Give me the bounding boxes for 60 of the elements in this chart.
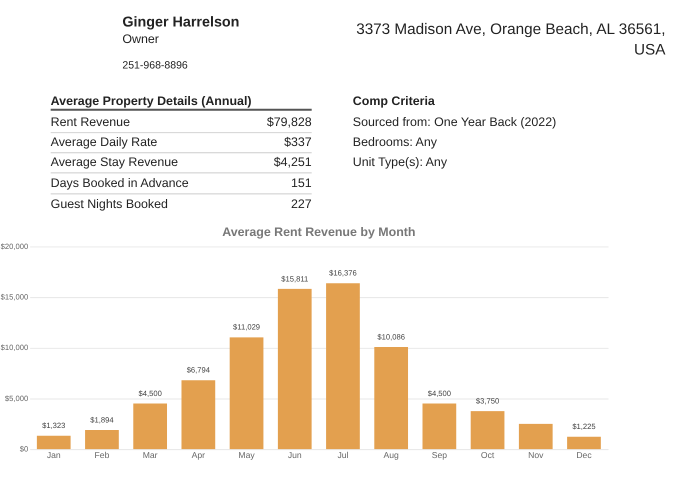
bar (518, 424, 553, 450)
bar (567, 436, 601, 450)
data-label: $15,811 (281, 274, 308, 284)
text: $4,251 (274, 155, 312, 170)
x-tick-label: Jan (46, 450, 61, 460)
y-tick-label: $0 (20, 444, 28, 454)
bar (470, 411, 504, 450)
x-tick-label: Apr (192, 450, 206, 460)
x-tick-label: Feb (94, 450, 110, 460)
data-label: $1,323 (42, 421, 66, 430)
text: $79,828 (266, 115, 312, 130)
bar (374, 346, 408, 450)
bar (181, 380, 216, 450)
text: Owner (122, 32, 159, 46)
text: Guest Nights Booked (50, 197, 168, 212)
chart-title: Average Rent Revenue by Month (222, 224, 416, 239)
text: Comp Criteria (352, 94, 435, 108)
text: $337 (284, 135, 312, 150)
text: 151 (290, 176, 312, 190)
bar (326, 283, 360, 450)
x-tick-label: Jul (337, 450, 349, 460)
x-tick-label: Aug (384, 450, 400, 460)
text: Average Stay Revenue (50, 155, 178, 170)
x-tick-label: Nov (528, 450, 544, 460)
text: 251-968-8896 (122, 60, 188, 72)
text: Bedrooms: Any (352, 135, 438, 150)
text: 3373 Madison Ave, Orange Beach, AL 36561, USA (356, 21, 666, 58)
x-tick-label: May (238, 450, 256, 460)
bar (36, 436, 71, 450)
y-tick-label: $10,000 (0, 343, 28, 352)
bar (230, 337, 264, 450)
data-label: $3,750 (476, 396, 500, 406)
data-label: $11,029 (233, 322, 260, 332)
data-label: $4,500 (428, 388, 452, 398)
text: Sourced from: One Year Back (2022) (352, 115, 556, 130)
data-label: $1,894 (90, 415, 114, 424)
text: Rent Revenue (50, 115, 130, 130)
x-tick-label: Sep (432, 450, 448, 460)
text: Ginger Harrelson (122, 14, 240, 31)
x-tick-label: Jun (288, 450, 302, 460)
text: Average Property Details (Annual) (50, 94, 252, 108)
text: Average Daily Rate (50, 135, 158, 150)
text: Days Booked in Advance (50, 176, 189, 190)
bar (85, 430, 119, 450)
x-tick-label: Mar (142, 450, 158, 460)
y-tick-label: $20,000 (0, 242, 28, 251)
y-tick-label: $15,000 (0, 292, 28, 302)
data-label: $10,086 (377, 332, 405, 342)
data-label: $16,376 (329, 268, 357, 278)
text: 227 (290, 197, 312, 212)
bar (133, 404, 168, 450)
data-label: $4,500 (138, 388, 162, 398)
bar (278, 288, 312, 450)
y-tick-label: $5,000 (4, 394, 28, 403)
x-tick-label: Dec (576, 450, 592, 460)
x-tick-label: Oct (480, 450, 495, 460)
data-label: $6,794 (186, 366, 211, 375)
data-label: $1,225 (572, 422, 596, 432)
bar (422, 404, 456, 450)
text: Unit Type(s): Any (352, 155, 448, 170)
